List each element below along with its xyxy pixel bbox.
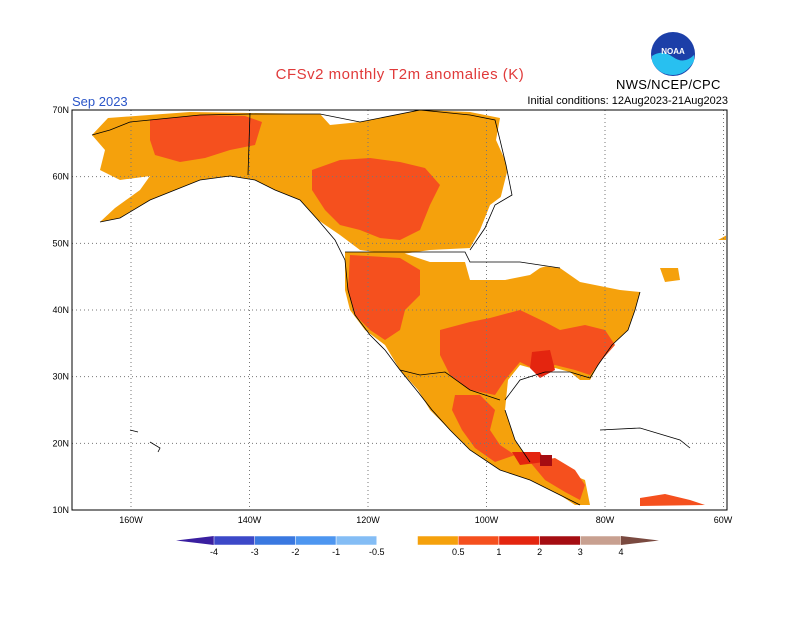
- lon-label: 80W: [596, 515, 615, 525]
- longitude-labels: 160W 140W 120W 100W 80W 60W: [119, 515, 733, 525]
- colorbar-label: -1: [332, 547, 340, 557]
- noaa-logo-text: NOAA: [661, 47, 685, 56]
- graticule: [72, 110, 727, 510]
- near-normal-great-lakes: [468, 248, 560, 280]
- noaa-logo-icon: NOAA: [651, 32, 695, 76]
- anomaly-fills: [92, 110, 727, 506]
- anomaly-region-guatemala-dark: [540, 455, 552, 466]
- colorbar-segment: [254, 535, 296, 546]
- colorbar-label: 2: [537, 547, 542, 557]
- anomaly-region-bc-red: [312, 158, 440, 240]
- colorbar-label: 0.5: [452, 547, 465, 557]
- lat-label: 60N: [52, 172, 69, 182]
- lat-label: 40N: [52, 305, 69, 315]
- colorbar-label: 1: [496, 547, 501, 557]
- colorbar-segment: [457, 535, 500, 546]
- colorbar: -4 -3 -2 -1 -0.5 0.5 1 2 3 4: [176, 535, 659, 557]
- colorbar-label: -2: [291, 547, 299, 557]
- anomaly-region-mexico-red: [452, 395, 515, 462]
- agency-label: NWS/NCEP/CPC: [616, 77, 721, 92]
- anomaly-region-central-america-red: [530, 458, 585, 500]
- colorbar-segment: [539, 535, 581, 546]
- colorbar-segment: [335, 535, 378, 546]
- anomaly-region-yucatan-dark: [512, 452, 545, 465]
- colorbar-segment: [580, 535, 622, 546]
- anomaly-region-west-red: [348, 255, 420, 340]
- lat-label: 10N: [52, 505, 69, 515]
- colorbar-arrow-low: [176, 536, 214, 545]
- colorbar-segment: [295, 535, 337, 546]
- map-frame: [71, 109, 728, 511]
- near-normal-hudson: [500, 150, 727, 262]
- latitude-labels: 70N 60N 50N 40N 30N 20N 10N: [52, 105, 69, 515]
- forecast-month: Sep 2023: [72, 94, 128, 109]
- anomaly-region-louisiana-dark: [530, 350, 555, 378]
- colorbar-arrow-high: [621, 536, 659, 545]
- lon-label: 60W: [714, 515, 733, 525]
- lat-label: 20N: [52, 438, 69, 448]
- lon-label: 160W: [119, 515, 143, 525]
- colorbar-segment: [498, 535, 540, 546]
- colorbar-label: 4: [618, 547, 623, 557]
- lon-label: 120W: [356, 515, 380, 525]
- colorbar-label: 3: [578, 547, 583, 557]
- colorbar-label: -4: [210, 547, 218, 557]
- colorbar-segment: [417, 535, 459, 546]
- anomaly-region-alaska-red: [150, 115, 262, 162]
- anomaly-region-quebec: [660, 268, 680, 282]
- anomaly-region-texas-red: [440, 310, 615, 395]
- anomaly-region-venezuela-red: [640, 494, 705, 506]
- coastlines: [91, 110, 691, 506]
- colorbar-label: -3: [251, 547, 259, 557]
- colorbar-label: -0.5: [369, 547, 385, 557]
- lat-label: 50N: [52, 238, 69, 248]
- colorbar-segment: [376, 535, 418, 546]
- lat-label: 30N: [52, 372, 69, 382]
- chart-title: CFSv2 monthly T2m anomalies (K): [275, 66, 525, 83]
- initial-conditions: Initial conditions: 12Aug2023-21Aug2023: [527, 95, 728, 107]
- colorbar-segment: [213, 535, 255, 546]
- lon-label: 140W: [238, 515, 262, 525]
- lat-label: 70N: [52, 105, 69, 115]
- lon-label: 100W: [475, 515, 499, 525]
- near-normal-arctic: [500, 112, 727, 160]
